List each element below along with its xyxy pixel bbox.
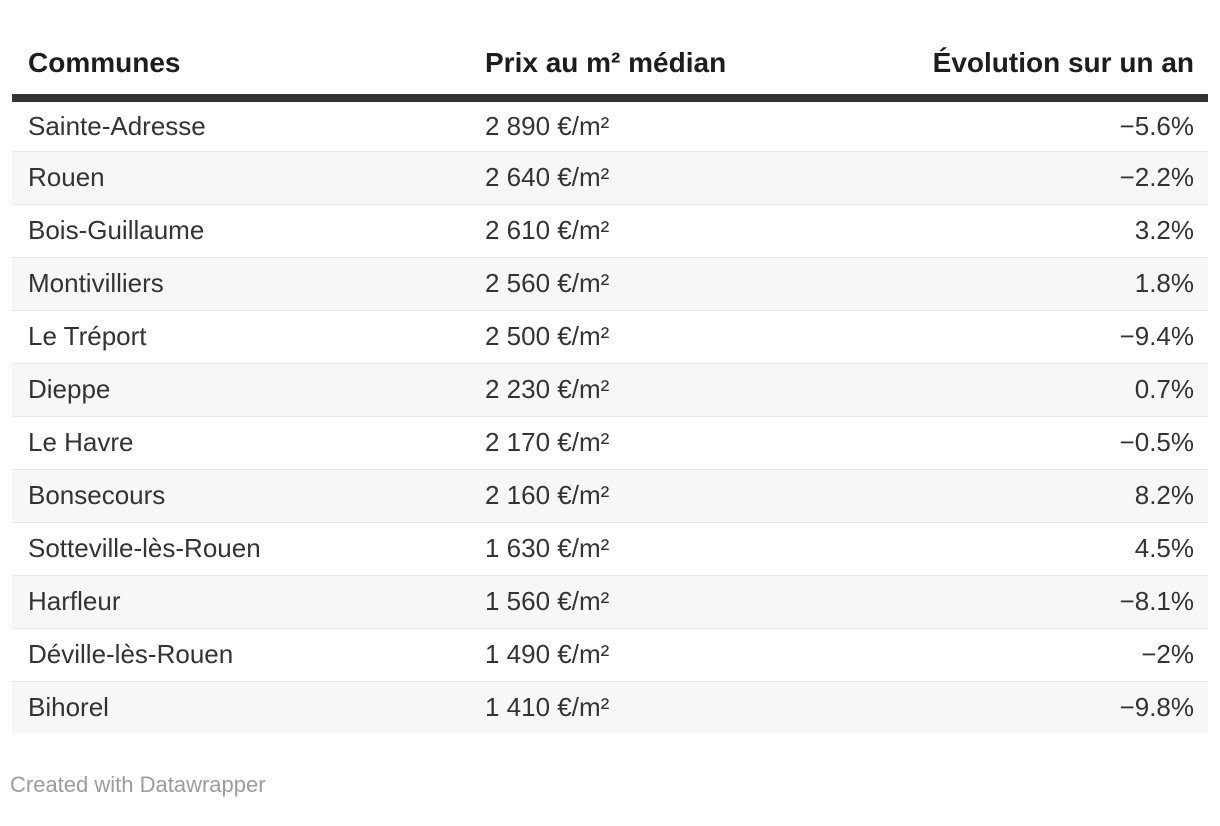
cell-commune: Harfleur [12,575,485,629]
cell-price-m2: 2 230 €/m² [485,363,910,417]
cell-evolution: −9.4% [910,310,1208,364]
cell-commune: Dieppe [12,363,485,417]
cell-evolution: −9.8% [1119,692,1194,723]
cell-price-m2: 2 610 €/m² [485,204,910,258]
table-body: Sainte-Adresse 2 890 €/m² −5.6% Rouen 2 640 … [12,98,1208,734]
cell-commune: Rouen [12,151,485,205]
cell-evolution: −2.2% [910,151,1208,205]
cell-price-m2: 1 560 €/m² [485,575,910,629]
table-row: Dieppe 2 230 €/m² 0.7% [12,363,1208,417]
column-header-communes: Communes [12,0,485,102]
cell-commune: Bois-Guillaume [12,204,485,258]
cell-evolution: 8.2% [910,469,1208,523]
table-row: Rouen 2 640 €/m² −2.2% [12,151,1208,205]
cell-price-m2: 2 560 €/m² [485,257,910,311]
table-row: Déville-lès-Rouen 1 490 €/m² −2% [12,628,1208,682]
cell-price-m2: 2 890 €/m² [485,98,910,152]
communes-price-table: Communes Prix au m² médian Évolution sur… [12,0,1208,734]
cell-price-m2: 2 500 €/m² [485,310,910,364]
cell-price-m2: 1 490 €/m² [485,628,910,682]
cell-evolution: −8.1% [910,575,1208,629]
cell-price-m2: 2 640 €/m² [485,151,910,205]
table-header: Communes Prix au m² médian Évolution sur… [12,0,1208,102]
header-row: Communes Prix au m² médian Évolution sur… [12,0,1208,102]
cell-price-m2: 2 170 €/m² [485,416,910,470]
cell-commune: Sotteville-lès-Rouen [12,522,485,576]
table-row: Bois-Guillaume 2 610 €/m² 3.2% [12,204,1208,258]
cell-price-m2: 1 630 €/m² [485,522,910,576]
cell-commune: Déville-lès-Rouen [12,628,485,682]
cell-evolution: −5.6% [910,98,1208,152]
table-row: Sainte-Adresse 2 890 €/m² −5.6% [12,98,1208,152]
table-row: Le Havre 2 170 €/m² −0.5% [12,416,1208,470]
cell-evolution: 3.2% [910,204,1208,258]
table-row: Bonsecours 2 160 €/m² 8.2% [12,469,1208,523]
column-header-prix-m2-median: Prix au m² médian [485,0,910,102]
cell-evolution: 4.5% [910,522,1208,576]
cell-price-m2: 1 410 €/m² [485,692,610,723]
cell-evolution: 0.7% [910,363,1208,417]
cell-commune: Le Havre [12,416,485,470]
table-row: Le Tréport 2 500 €/m² −9.4% [12,310,1208,364]
cell-commune: Montivilliers [12,257,485,311]
table-row: Sotteville-lès-Rouen 1 630 €/m² 4.5% [12,522,1208,576]
datawrapper-credit-link[interactable]: Created with Datawrapper [10,772,266,797]
cell-commune: Le Tréport [12,310,485,364]
cell-evolution: 1.8% [910,257,1208,311]
cell-price-m2: 2 160 €/m² [485,469,910,523]
cell-commune: Bihorel [28,692,109,723]
communes-price-table-container: Communes Prix au m² médian Évolution sur… [12,0,1208,734]
table-row: Harfleur 1 560 €/m² −8.1% [12,575,1208,629]
column-header-evolution-un-an: Évolution sur un an [910,0,1208,102]
table-row: Montivilliers 2 560 €/m² 1.8% [12,257,1208,311]
cell-evolution: −0.5% [910,416,1208,470]
cell-commune: Sainte-Adresse [12,98,485,152]
cell-evolution: −2% [910,628,1208,682]
cell-commune: Bonsecours [12,469,485,523]
table-row: Bihorel 1 410 €/m² −9.8% [12,681,1208,734]
